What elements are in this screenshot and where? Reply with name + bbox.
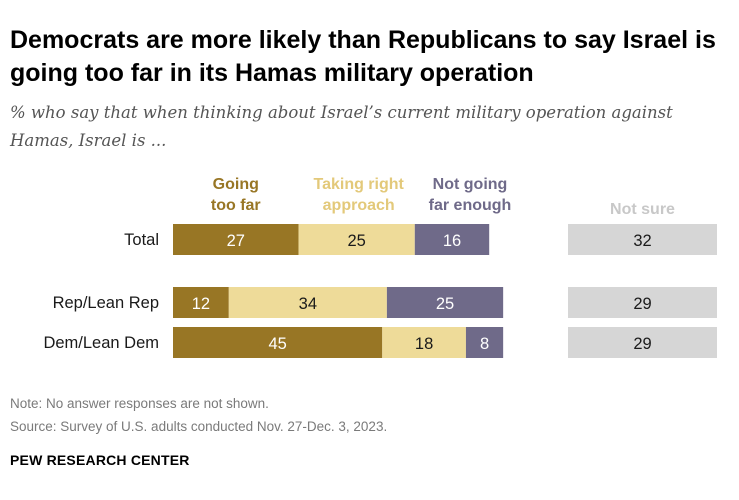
not-sure-bar-0 — [568, 224, 717, 255]
series-header-2-0: Not going — [433, 176, 508, 193]
data-label-1-0: 12 — [192, 295, 210, 313]
bar-segment-1-1 — [228, 287, 387, 318]
data-label-2-0: 45 — [268, 335, 286, 353]
not-sure-bar-1 — [568, 287, 717, 318]
bar-segment-0-2 — [414, 224, 490, 255]
chart-note: Note: No answer responses are not shown. — [10, 396, 269, 411]
bar-segment-2-2 — [465, 327, 504, 358]
chart-title: Democrats are more likely than Republica… — [10, 26, 716, 87]
data-label-0-0: 27 — [227, 232, 245, 250]
not-sure-label-2: 29 — [633, 335, 651, 353]
not-sure-header: Not sure — [610, 201, 675, 218]
not-sure-bar-2 — [568, 327, 717, 358]
not-sure-label-1: 29 — [633, 295, 651, 313]
series-header-0-0: Going — [213, 176, 259, 193]
bar-segment-0-1 — [298, 224, 415, 255]
not-sure-label-0: 32 — [633, 232, 651, 250]
bar-segment-1-2 — [386, 287, 504, 318]
series-header-2-1: far enough — [429, 197, 512, 214]
row-label-0: Total — [124, 231, 159, 249]
chart-subtitle: % who say that when thinking about Israe… — [10, 103, 673, 150]
data-label-1-1: 34 — [299, 295, 317, 313]
row-label-1: Rep/Lean Rep — [53, 294, 159, 312]
series-header-0-1: too far — [211, 197, 261, 214]
bar-segment-1-0 — [173, 287, 229, 318]
row-label-2: Dem/Lean Dem — [43, 334, 159, 352]
bar-segment-2-1 — [382, 327, 466, 358]
data-label-2-2: 8 — [480, 335, 489, 353]
chart-source: Source: Survey of U.S. adults conducted … — [10, 419, 388, 434]
bar-segment-2-0 — [173, 327, 383, 358]
footer-logo-text: PEW RESEARCH CENTER — [10, 452, 190, 468]
series-header-1-0: Taking right — [313, 176, 404, 193]
data-label-2-1: 18 — [415, 335, 433, 353]
bar-segment-0-0 — [173, 224, 299, 255]
data-label-0-1: 25 — [347, 232, 365, 250]
data-label-1-2: 25 — [436, 295, 454, 313]
data-label-0-2: 16 — [443, 232, 461, 250]
series-header-1-1: approach — [323, 197, 395, 214]
